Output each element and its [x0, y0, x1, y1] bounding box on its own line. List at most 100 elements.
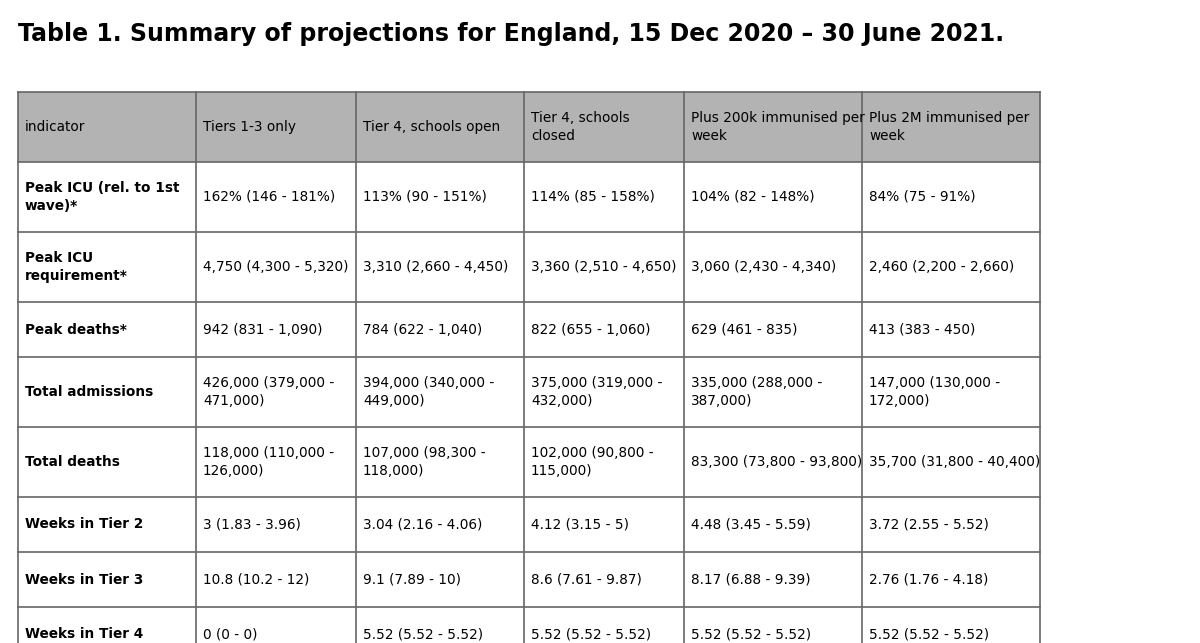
Text: 335,000 (288,000 -
387,000): 335,000 (288,000 - 387,000)	[691, 376, 822, 408]
Bar	[524, 607, 684, 643]
Text: 107,000 (98,300 -
118,000): 107,000 (98,300 - 118,000)	[364, 446, 486, 478]
Bar	[684, 232, 862, 302]
Text: 784 (622 - 1,040): 784 (622 - 1,040)	[364, 323, 482, 336]
Text: 102,000 (90,800 -
115,000): 102,000 (90,800 - 115,000)	[530, 446, 654, 478]
Text: 5.52 (5.52 - 5.52): 5.52 (5.52 - 5.52)	[530, 628, 652, 642]
Text: 2,460 (2,200 - 2,660): 2,460 (2,200 - 2,660)	[869, 260, 1014, 274]
Text: 413 (383 - 450): 413 (383 - 450)	[869, 323, 976, 336]
Bar	[524, 92, 684, 162]
Bar	[862, 162, 1040, 232]
Text: 5.52 (5.52 - 5.52): 5.52 (5.52 - 5.52)	[691, 628, 811, 642]
Text: 9.1 (7.89 - 10): 9.1 (7.89 - 10)	[364, 572, 461, 586]
Bar	[356, 552, 524, 607]
Text: 3 (1.83 - 3.96): 3 (1.83 - 3.96)	[203, 518, 301, 532]
Text: 8.6 (7.61 - 9.87): 8.6 (7.61 - 9.87)	[530, 572, 642, 586]
Bar	[684, 92, 862, 162]
Bar	[356, 607, 524, 643]
Bar	[862, 497, 1040, 552]
Text: 8.17 (6.88 - 9.39): 8.17 (6.88 - 9.39)	[691, 572, 811, 586]
Bar	[356, 302, 524, 357]
Text: 942 (831 - 1,090): 942 (831 - 1,090)	[203, 323, 323, 336]
Bar	[862, 232, 1040, 302]
Text: 394,000 (340,000 -
449,000): 394,000 (340,000 - 449,000)	[364, 376, 494, 408]
Text: 10.8 (10.2 - 12): 10.8 (10.2 - 12)	[203, 572, 310, 586]
Bar	[862, 552, 1040, 607]
Text: Total deaths: Total deaths	[25, 455, 120, 469]
Bar	[18, 552, 196, 607]
Bar	[18, 497, 196, 552]
Text: Weeks in Tier 4: Weeks in Tier 4	[25, 628, 143, 642]
Text: 3,310 (2,660 - 4,450): 3,310 (2,660 - 4,450)	[364, 260, 509, 274]
Bar	[862, 607, 1040, 643]
Text: 104% (82 - 148%): 104% (82 - 148%)	[691, 190, 815, 204]
Bar	[524, 552, 684, 607]
Bar	[524, 427, 684, 497]
Text: Weeks in Tier 3: Weeks in Tier 3	[25, 572, 143, 586]
Bar	[18, 607, 196, 643]
Text: Tier 4, schools
closed: Tier 4, schools closed	[530, 111, 630, 143]
Text: Total admissions: Total admissions	[25, 385, 154, 399]
Bar	[524, 357, 684, 427]
Bar	[356, 232, 524, 302]
Bar	[524, 162, 684, 232]
Bar	[684, 357, 862, 427]
Bar	[18, 357, 196, 427]
Text: 4.12 (3.15 - 5): 4.12 (3.15 - 5)	[530, 518, 629, 532]
Bar	[684, 497, 862, 552]
Text: 5.52 (5.52 - 5.52): 5.52 (5.52 - 5.52)	[869, 628, 989, 642]
Text: 0 (0 - 0): 0 (0 - 0)	[203, 628, 258, 642]
Bar	[196, 302, 356, 357]
Bar	[862, 302, 1040, 357]
Bar	[196, 92, 356, 162]
Text: Plus 2M immunised per
week: Plus 2M immunised per week	[869, 111, 1030, 143]
Bar	[18, 427, 196, 497]
Bar	[862, 357, 1040, 427]
Bar	[196, 607, 356, 643]
Bar	[196, 232, 356, 302]
Bar	[524, 232, 684, 302]
Text: 35,700 (31,800 - 40,400): 35,700 (31,800 - 40,400)	[869, 455, 1040, 469]
Text: 3,060 (2,430 - 4,340): 3,060 (2,430 - 4,340)	[691, 260, 836, 274]
Text: Tiers 1-3 only: Tiers 1-3 only	[203, 120, 296, 134]
Bar	[356, 92, 524, 162]
Bar	[196, 427, 356, 497]
Text: 3,360 (2,510 - 4,650): 3,360 (2,510 - 4,650)	[530, 260, 677, 274]
Bar	[18, 92, 196, 162]
Text: 118,000 (110,000 -
126,000): 118,000 (110,000 - 126,000)	[203, 446, 334, 478]
Bar	[684, 427, 862, 497]
Text: 629 (461 - 835): 629 (461 - 835)	[691, 323, 798, 336]
Bar	[862, 92, 1040, 162]
Bar	[356, 427, 524, 497]
Text: 375,000 (319,000 -
432,000): 375,000 (319,000 - 432,000)	[530, 376, 662, 408]
Text: 3.04 (2.16 - 4.06): 3.04 (2.16 - 4.06)	[364, 518, 482, 532]
Bar	[684, 552, 862, 607]
Bar	[684, 162, 862, 232]
Bar	[356, 497, 524, 552]
Text: Peak deaths*: Peak deaths*	[25, 323, 127, 336]
Bar	[684, 607, 862, 643]
Bar	[684, 302, 862, 357]
Bar	[356, 162, 524, 232]
Text: 162% (146 - 181%): 162% (146 - 181%)	[203, 190, 335, 204]
Text: Peak ICU
requirement*: Peak ICU requirement*	[25, 251, 128, 283]
Bar	[524, 302, 684, 357]
Bar	[18, 162, 196, 232]
Text: 114% (85 - 158%): 114% (85 - 158%)	[530, 190, 655, 204]
Text: 113% (90 - 151%): 113% (90 - 151%)	[364, 190, 487, 204]
Text: 822 (655 - 1,060): 822 (655 - 1,060)	[530, 323, 650, 336]
Text: Table 1. Summary of projections for England, 15 Dec 2020 – 30 June 2021.: Table 1. Summary of projections for Engl…	[18, 22, 1004, 46]
Text: 4.48 (3.45 - 5.59): 4.48 (3.45 - 5.59)	[691, 518, 811, 532]
Bar	[196, 552, 356, 607]
Bar	[18, 232, 196, 302]
Bar	[18, 302, 196, 357]
Text: 147,000 (130,000 -
172,000): 147,000 (130,000 - 172,000)	[869, 376, 1000, 408]
Text: 3.72 (2.55 - 5.52): 3.72 (2.55 - 5.52)	[869, 518, 989, 532]
Bar	[196, 357, 356, 427]
Text: Tier 4, schools open: Tier 4, schools open	[364, 120, 500, 134]
Text: 426,000 (379,000 -
471,000): 426,000 (379,000 - 471,000)	[203, 376, 335, 408]
Text: Weeks in Tier 2: Weeks in Tier 2	[25, 518, 143, 532]
Text: 2.76 (1.76 - 4.18): 2.76 (1.76 - 4.18)	[869, 572, 989, 586]
Text: indicator: indicator	[25, 120, 85, 134]
Bar	[862, 427, 1040, 497]
Text: 5.52 (5.52 - 5.52): 5.52 (5.52 - 5.52)	[364, 628, 484, 642]
